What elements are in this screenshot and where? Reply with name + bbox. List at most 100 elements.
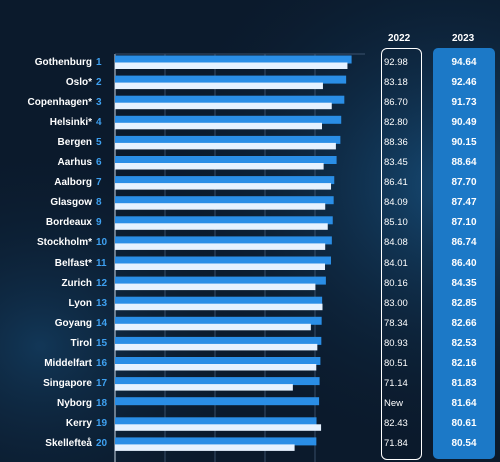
rank-label: 16 — [96, 358, 108, 369]
value-2022-label: New — [384, 398, 404, 410]
header-2022: 2022 — [388, 33, 411, 44]
rank-label: 2 — [96, 76, 102, 88]
city-label: Goyang — [54, 317, 92, 329]
bar-2022 — [115, 283, 316, 291]
rank-label: 18 — [96, 398, 108, 410]
bar-2023 — [115, 216, 333, 225]
bar-2023 — [115, 75, 347, 84]
value-2022-label: 84.01 — [384, 257, 408, 269]
bar-2023 — [115, 316, 322, 325]
bar-2023 — [115, 95, 345, 104]
value-2022-label: 80.93 — [384, 337, 408, 349]
rank-label: 5 — [96, 136, 102, 148]
bar-2023 — [115, 276, 326, 285]
bar-2023 — [115, 115, 342, 124]
bar-2023 — [115, 336, 322, 345]
value-2022-label: 80.16 — [384, 277, 408, 289]
bar-2022 — [115, 263, 326, 270]
value-2023-label: 90.49 — [451, 116, 477, 128]
bar-2022 — [115, 142, 336, 150]
value-2023-label: 81.83 — [451, 378, 477, 390]
bar-2022 — [115, 122, 322, 130]
column-2022-frame — [381, 48, 422, 460]
city-label: Middelfart — [44, 358, 92, 369]
value-2022-label: 85.10 — [384, 217, 408, 229]
bar-2022 — [115, 183, 332, 190]
bar-2023 — [115, 417, 317, 426]
value-2023-label: 92.46 — [451, 76, 477, 88]
bar-2022 — [115, 343, 318, 351]
value-2023-label: 86.40 — [451, 257, 477, 269]
bar-2022 — [115, 243, 326, 250]
rank-label: 3 — [96, 96, 102, 108]
bar-2023 — [115, 196, 334, 205]
city-label: Tirol — [70, 337, 92, 349]
value-2022-label: 83.18 — [384, 76, 408, 88]
value-2023-label: 81.64 — [451, 398, 477, 410]
rank-label: 9 — [96, 217, 102, 229]
rank-label: 10 — [96, 237, 108, 249]
value-2023-label: 84.35 — [451, 277, 477, 289]
city-label: Bordeaux — [45, 217, 92, 229]
city-label: Belfast* — [54, 257, 92, 269]
value-2022-label: 83.45 — [384, 157, 408, 168]
bar-2022 — [115, 223, 328, 230]
bar-2023 — [115, 135, 341, 144]
city-label: Gothenburg — [34, 56, 92, 68]
bar-2022 — [115, 444, 295, 451]
bar-2022 — [115, 384, 293, 391]
bar-2022 — [115, 424, 322, 431]
rank-label: 4 — [96, 116, 102, 128]
bar-2023 — [115, 397, 320, 406]
city-label: Aalborg — [54, 177, 92, 189]
value-2022-label: 78.34 — [384, 317, 408, 329]
bar-2022 — [115, 303, 323, 311]
value-2022-label: 84.08 — [384, 237, 408, 249]
rank-label: 19 — [96, 418, 108, 430]
bar-2023 — [115, 377, 320, 386]
city-label: Bergen — [57, 136, 92, 148]
rank-label: 6 — [96, 157, 102, 168]
value-2023-label: 88.64 — [451, 157, 477, 168]
value-2022-label: 80.51 — [384, 358, 408, 369]
bar-2023 — [115, 156, 337, 164]
value-2022-label: 82.43 — [384, 418, 408, 430]
rank-label: 7 — [96, 177, 102, 189]
rank-label: 13 — [96, 297, 108, 309]
rank-label: 20 — [96, 438, 108, 450]
bar-2022 — [115, 102, 332, 110]
value-2022-label: 84.09 — [384, 197, 408, 209]
city-label: Skellefteå — [45, 438, 92, 450]
value-2022-label: 83.00 — [384, 297, 408, 309]
value-2022-label: 82.80 — [384, 116, 408, 128]
value-2023-label: 86.74 — [451, 237, 477, 249]
value-2022-label: 86.70 — [384, 96, 408, 108]
bar-2023 — [115, 55, 352, 64]
value-2023-label: 82.85 — [451, 297, 477, 309]
column-2023-panel — [433, 48, 495, 459]
bar-2023 — [115, 256, 331, 265]
value-2023-label: 82.66 — [451, 317, 477, 329]
city-label: Stockholm* — [36, 237, 92, 249]
rank-label: 15 — [96, 337, 108, 349]
city-label: Copenhagen* — [27, 96, 92, 108]
bar-2022 — [115, 82, 323, 90]
bar-2023 — [115, 296, 323, 305]
value-2022-label: 86.41 — [384, 177, 408, 189]
city-label: Aarhus — [57, 157, 92, 168]
rank-label: 14 — [96, 317, 108, 329]
rank-label: 12 — [96, 277, 108, 289]
city-label: Lyon — [68, 297, 92, 309]
rank-label: 17 — [96, 378, 108, 390]
value-2023-label: 94.64 — [451, 56, 477, 68]
value-2023-label: 87.70 — [451, 177, 477, 189]
bar-2022 — [115, 163, 324, 170]
city-label: Glasgow — [50, 197, 92, 209]
bar-2023 — [115, 437, 317, 446]
value-2022-label: 71.84 — [384, 438, 408, 450]
bar-2022 — [115, 364, 317, 371]
bar-2023 — [115, 357, 321, 365]
value-2023-label: 87.47 — [451, 197, 477, 209]
city-label: Oslo* — [65, 76, 92, 88]
